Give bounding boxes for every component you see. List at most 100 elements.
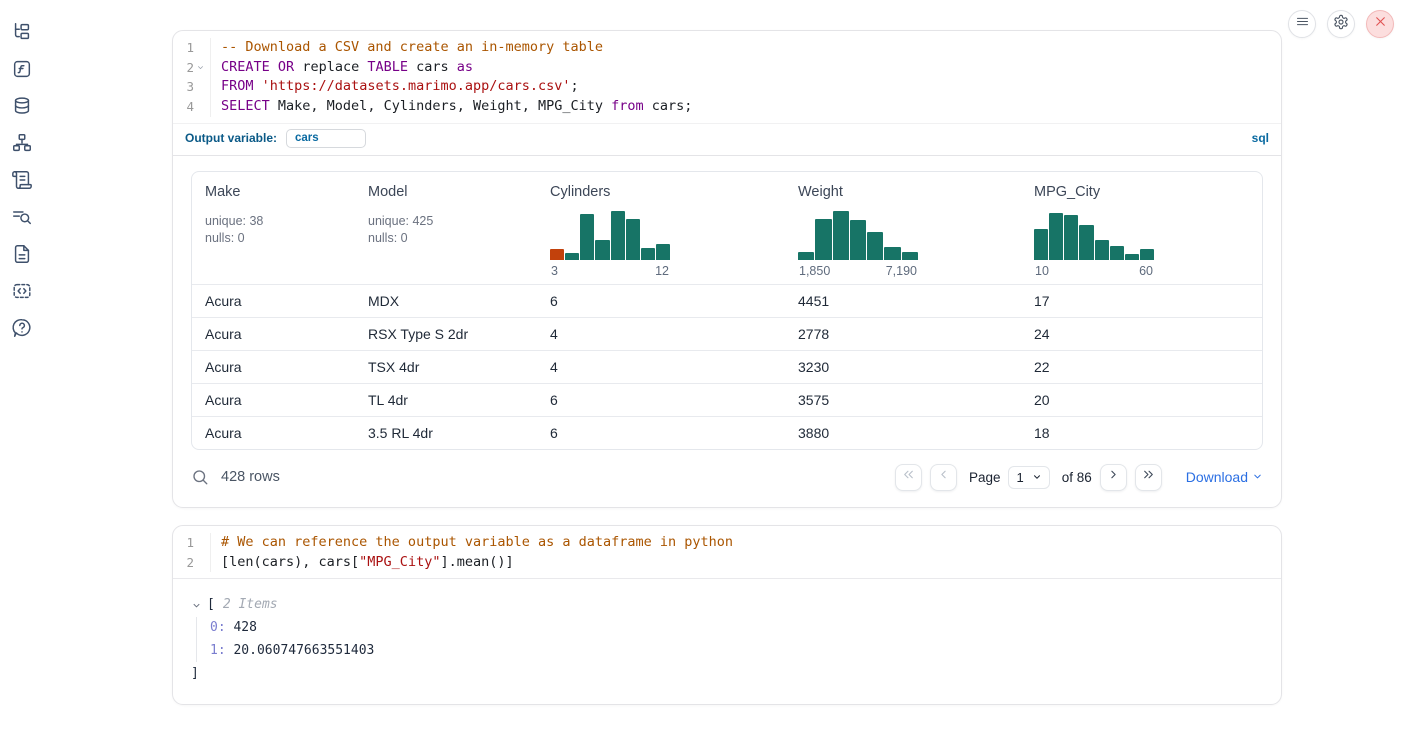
- histogram-bar: [1094, 239, 1109, 260]
- table-cell: TL 4dr: [355, 382, 537, 417]
- settings-button[interactable]: [1327, 10, 1355, 38]
- table-cell: TSX 4dr: [355, 349, 537, 384]
- column-stats: unique: 425 nulls: 0: [368, 213, 434, 245]
- table-cell: Acura: [192, 316, 355, 351]
- table-cell: 24: [1021, 316, 1262, 351]
- next-page-button[interactable]: [1099, 463, 1127, 491]
- table-cell: 6: [537, 382, 785, 417]
- table-row[interactable]: Acura TSX 4dr 4 3230 22: [192, 349, 1262, 384]
- output-variable-input[interactable]: [286, 128, 367, 148]
- snippets-icon[interactable]: [10, 279, 33, 302]
- code-content: CREATE OR replace TABLE cars as: [221, 58, 474, 75]
- language-badge: sql: [1251, 131, 1269, 146]
- column-header: Model unique: 425 nulls: 0: [355, 172, 537, 285]
- code-content: -- Download a CSV and create an in-memor…: [221, 39, 604, 55]
- column-header: MPG_City 10 60: [1021, 172, 1262, 285]
- column-histogram: [1034, 208, 1154, 260]
- output-variable-label: Output variable:: [185, 131, 278, 146]
- chevron-down-icon: [1252, 469, 1263, 485]
- search-icon[interactable]: [191, 468, 209, 486]
- hamburger-icon: [1295, 14, 1310, 34]
- histogram-bar: [1079, 224, 1094, 260]
- histogram-bar: [655, 244, 670, 260]
- first-page-button[interactable]: [894, 463, 922, 491]
- table-cell: 3880: [785, 415, 1021, 449]
- notebook-menu-button[interactable]: [1288, 10, 1316, 38]
- column-name[interactable]: Model: [368, 183, 408, 200]
- sql-code-editor[interactable]: 1 -- Download a CSV and create an in-memo…: [173, 31, 1281, 123]
- histogram-bar: [1109, 245, 1124, 260]
- histogram-bar: [1049, 212, 1064, 260]
- logs-icon[interactable]: [10, 205, 33, 228]
- column-name[interactable]: Make: [205, 183, 241, 200]
- python-code-editor[interactable]: 1 # We can reference the output variable …: [173, 526, 1281, 580]
- table-row[interactable]: Acura MDX 6 4451 17: [192, 283, 1262, 318]
- dependency-graph-icon[interactable]: [10, 131, 33, 154]
- datasources-icon[interactable]: [10, 94, 33, 117]
- code-content: # We can reference the output variable a…: [221, 533, 734, 550]
- column-name[interactable]: Weight: [798, 183, 843, 200]
- histogram-bar: [580, 214, 595, 260]
- table-row[interactable]: Acura RSX Type S 2dr 4 2778 24: [192, 316, 1262, 351]
- code-content: FROM 'https://datasets.marimo.app/cars.c…: [221, 78, 579, 95]
- code-line[interactable]: 1 # We can reference the output variable …: [173, 532, 1281, 553]
- code-line[interactable]: 3 FROM 'https://datasets.marimo.app/cars.…: [173, 77, 1281, 98]
- table-cell: 3230: [785, 349, 1021, 384]
- table-row[interactable]: Acura TL 4dr 6 3575 20: [192, 382, 1262, 417]
- page-total-label: of 86: [1061, 469, 1092, 485]
- histogram-bar: [884, 247, 901, 260]
- code-line[interactable]: 4 SELECT Make, Model, Cylinders, Weight, …: [173, 97, 1281, 117]
- close-bracket: ]: [191, 666, 199, 682]
- code-line[interactable]: 2 [len(cars), cars["MPG_City"].mean()]: [173, 552, 1281, 573]
- histogram-bar: [1124, 253, 1139, 260]
- column-header: Cylinders 3 12: [537, 172, 785, 285]
- download-button[interactable]: Download: [1186, 469, 1263, 485]
- list-output: [ 2 Items 0: 428 1: 20.060747663551403 ]: [173, 579, 1281, 704]
- shutdown-button[interactable]: [1366, 10, 1394, 38]
- table-cell: 6: [537, 415, 785, 449]
- close-x-icon: [1374, 15, 1387, 33]
- last-page-button[interactable]: [1134, 463, 1162, 491]
- column-name[interactable]: Cylinders: [550, 183, 611, 200]
- table-cell: 4: [537, 316, 785, 351]
- table-cell: 6: [537, 283, 785, 318]
- table-cell: MDX: [355, 283, 537, 318]
- histogram-bar: [867, 232, 884, 260]
- table-cell: 3575: [785, 382, 1021, 417]
- prev-page-button[interactable]: [929, 463, 957, 491]
- download-label: Download: [1185, 469, 1248, 486]
- fold-chevron-icon[interactable]: [196, 63, 206, 73]
- column-header: Make unique: 38 nulls: 0: [192, 172, 355, 285]
- histogram-bar: [565, 253, 580, 260]
- open-bracket: [: [207, 597, 215, 613]
- code-line[interactable]: 2 CREATE OR replace TABLE cars as: [173, 57, 1281, 78]
- histogram-axis-labels: 3 12: [551, 263, 669, 278]
- column-histogram: [550, 208, 670, 260]
- table-cell: 22: [1021, 349, 1262, 384]
- page-select-value: 1: [1016, 469, 1024, 485]
- table-header-row: Make unique: 38 nulls: 0 Model unique: 425 nu…: [192, 172, 1262, 285]
- documentation-icon[interactable]: [10, 242, 33, 265]
- histogram-bar: [1139, 249, 1154, 260]
- histogram-bar: [832, 210, 849, 260]
- notebook-cells: 1 -- Download a CSV and create an in-memo…: [172, 30, 1282, 706]
- histogram-bar: [625, 218, 640, 260]
- help-icon[interactable]: [10, 316, 33, 339]
- items-count-label: 2 Items: [222, 597, 278, 613]
- scratchpad-icon[interactable]: [10, 168, 33, 191]
- page-select[interactable]: 1: [1008, 465, 1050, 489]
- file-explorer-icon[interactable]: [10, 20, 33, 43]
- row-count: 428 rows: [221, 469, 280, 486]
- line-number: 1: [173, 532, 211, 553]
- results-table-container: Make unique: 38 nulls: 0 Model unique: 425 nu…: [191, 170, 1263, 450]
- collapse-chevron-icon[interactable]: [191, 600, 202, 611]
- column-name[interactable]: MPG_City: [1034, 183, 1101, 200]
- list-item: 0: 428: [210, 617, 1263, 640]
- page-label: Page: [968, 469, 1001, 485]
- histogram-bar: [901, 251, 918, 260]
- histogram-bar: [1034, 229, 1049, 260]
- table-row[interactable]: Acura 3.5 RL 4dr 6 3880 18: [192, 415, 1262, 449]
- code-line[interactable]: 1 -- Download a CSV and create an in-memo…: [173, 38, 1281, 58]
- line-number: 4: [173, 97, 211, 117]
- variables-icon[interactable]: [10, 57, 33, 80]
